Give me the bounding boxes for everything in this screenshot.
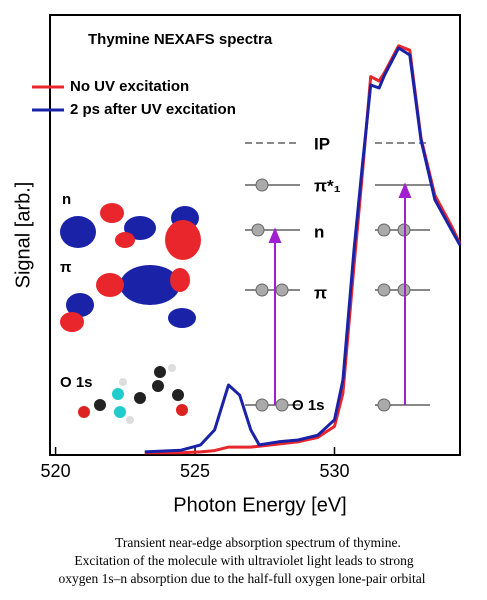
level-label: π*₁: [314, 176, 341, 195]
caption-line: Excitation of the molecule with ultravio…: [74, 553, 414, 568]
y-axis-label: Signal [arb.]: [12, 182, 34, 289]
level-label: n: [314, 222, 324, 241]
legend-label: 2 ps after UV excitation: [70, 101, 236, 118]
electrons: [251, 178, 411, 412]
orbital-label: π: [60, 259, 72, 276]
x-tick-label: 525: [180, 461, 210, 481]
legend-label: No UV excitation: [70, 78, 189, 95]
level-label: IP: [314, 134, 330, 153]
orbital-label: n: [62, 191, 71, 208]
level-diagram: [245, 142, 430, 406]
level-label: π: [314, 283, 327, 302]
transition-arrows: [268, 182, 412, 405]
caption-line: oxygen 1s–n absorption due to the half-f…: [58, 571, 425, 586]
orbital-label: O 1s: [60, 374, 93, 391]
x-tick-label: 530: [319, 461, 349, 481]
molecule-art: [60, 203, 201, 424]
chart-title: Thymine NEXAFS spectra: [88, 31, 273, 48]
caption-line: Transient near-edge absorption spectrum …: [115, 535, 401, 550]
series-line: [144, 46, 462, 454]
x-axis-label: Photon Energy [eV]: [173, 494, 346, 516]
plot-frame: [49, 14, 461, 456]
level-label: O 1s: [292, 397, 325, 414]
x-tick-label: 520: [41, 461, 71, 481]
